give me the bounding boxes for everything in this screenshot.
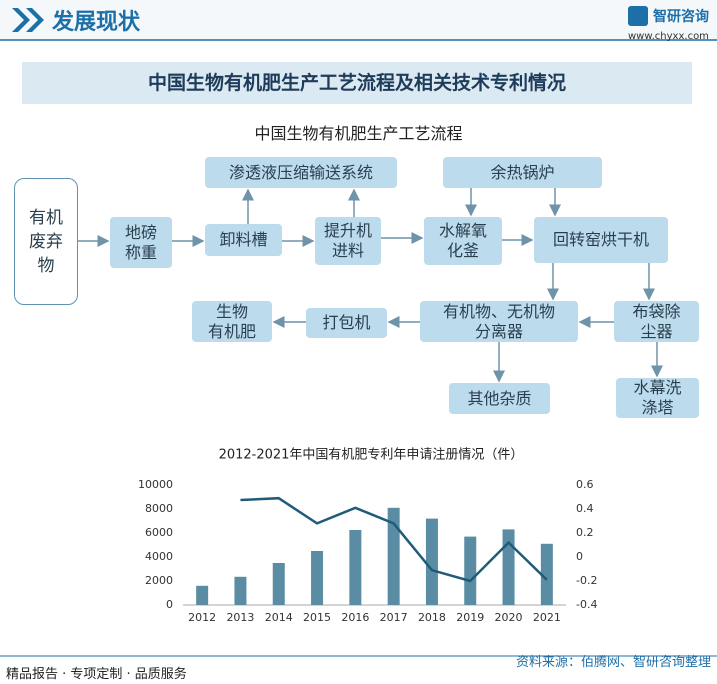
flow-node: 地磅 称重 [110,217,172,268]
node-label: 水幕洗 [633,378,682,397]
banner-bg [22,62,692,104]
node-label: 废弃 [29,231,63,252]
flow-node: 回转窑烘干机 [534,217,668,263]
x-tick-label: 2014 [265,611,293,624]
line [240,496,548,583]
y-tick-label: 2000 [145,574,173,587]
node-label: 进料 [331,241,364,260]
header-title: 发展现状 [52,10,141,35]
y-tick-label: 6000 [145,526,173,539]
node-label: 有机 [29,207,63,228]
node-label: 余热锅炉 [490,162,555,182]
node-label: 有机肥 [207,321,256,341]
node-label: 称重 [124,242,157,262]
banner: 中国生物有机肥生产工艺流程及相关技术专利情况 [147,72,566,94]
bar [234,576,247,605]
flow-node: 其他杂质 [449,383,550,414]
bar [387,507,400,605]
bar [272,563,285,605]
y2-tick-label: 0 [576,550,583,563]
flow-node: 卸料槽 [205,224,282,256]
x-tick-label: 2020 [495,611,523,624]
x-tick-label: 2013 [226,611,254,624]
flow-node: 有机物、无机物 分离器 [420,301,578,342]
chart-title: 2012-2021年中国有机肥专利年申请注册情况（件） [219,448,524,463]
chart: 2012-2021年中国有机肥专利年申请注册情况（件） 0 2000 4000 600… [138,448,597,625]
flow-node: 有机 废弃物 [14,178,78,305]
bar [196,585,209,605]
y-tick-label: 0 [166,598,173,611]
node-label: 涤塔 [641,398,674,417]
node-label: 化釜 [446,241,479,260]
x-tick-label: 2018 [418,611,446,624]
x-tick-label: 2021 [533,611,561,624]
flow-node: 布袋除 尘器 [614,301,699,342]
flow-node: 生物 有机肥 [192,301,272,342]
x-tick-label: 2017 [380,611,408,624]
bar [425,518,438,605]
bar [311,551,324,605]
x-tick-label: 2015 [303,611,331,624]
bar [349,530,362,605]
logo-icon [628,6,648,26]
node-label: 其他杂质 [467,388,532,408]
flow-node: 水幕洗 涤塔 [616,378,699,418]
diagram-title: 中国生物有机肥生产工艺流程 [254,124,463,143]
node-label: 分离器 [474,321,523,341]
node-label: 有机物、无机物 [442,301,555,321]
node-label: 水解氧 [438,221,487,240]
node-label: 卸料槽 [219,230,268,249]
node-label: 地磅 [124,222,157,242]
flow-node: 提升机 进料 [315,217,381,265]
bar [502,529,515,605]
x-tick-label: 2019 [456,611,484,624]
node-label: 布袋除 [632,301,681,321]
header-bg [0,0,717,40]
bar [540,543,553,605]
x-tick-label: 2012 [188,611,216,624]
y2-tick-label: -0.2 [576,574,597,587]
x-tick-label: 2016 [341,611,369,624]
footer-source: 资料来源：佰腾网、智研咨询整理 [515,655,711,670]
node-label: 尘器 [640,321,673,341]
node-label: 回转窑烘干机 [552,230,649,249]
arrows [78,188,663,383]
flow-node: 余热锅炉 [443,157,602,188]
header-icon [12,8,44,32]
node-label: 提升机 [323,221,372,240]
url: www.chyxx.com [628,31,709,42]
bar [464,536,477,605]
y-tick-label: 10000 [138,478,173,491]
y-tick-label: 4000 [145,550,173,563]
y-tick-label: 8000 [145,502,173,515]
y2-tick-label: 0.6 [576,478,594,491]
node-label: 生物 [215,301,248,321]
y2-tick-label: 0.4 [576,502,594,515]
node-label: 打包机 [322,313,371,332]
node-label: 渗透液压缩输送系统 [228,162,373,182]
footer-left: 精品报告 · 专项定制 · 品质服务 [6,667,187,682]
flow-node: 水解氧 化釜 [424,217,502,265]
flow-node: 打包机 [306,308,387,338]
flow-node: 渗透液压缩输送系统 [205,157,397,188]
brand: 智研咨询 [653,9,709,25]
node-label: 物 [37,255,55,276]
y2-tick-label: 0.2 [576,526,594,539]
y2-tick-label: -0.4 [576,598,597,611]
